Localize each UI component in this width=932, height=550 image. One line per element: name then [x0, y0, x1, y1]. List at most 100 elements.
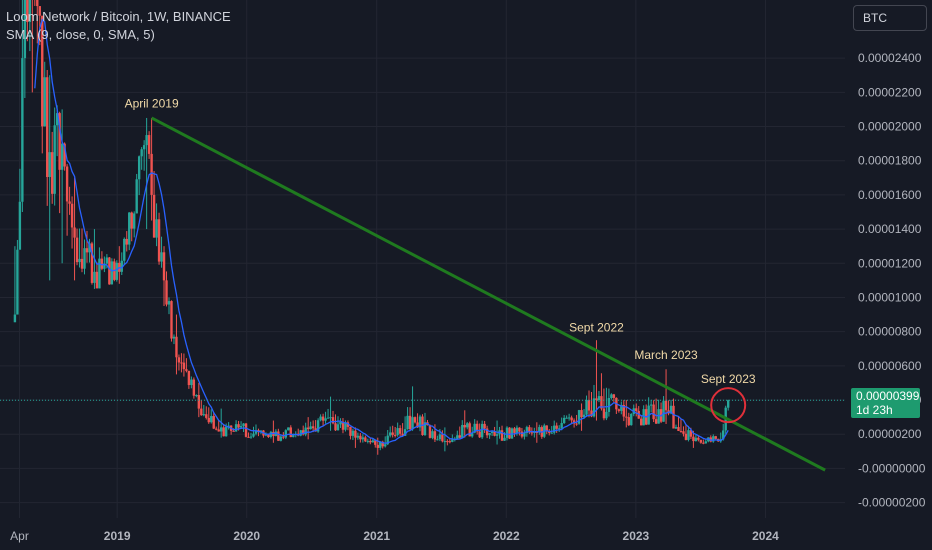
candle-body	[207, 417, 210, 423]
x-tick-label: Apr	[10, 529, 29, 543]
candle-body	[580, 410, 583, 418]
candle-body	[324, 418, 327, 421]
candle-body	[252, 433, 255, 437]
candle-body	[508, 427, 511, 439]
candle-body	[463, 424, 466, 428]
candle-body	[147, 135, 151, 154]
candle-body	[133, 213, 136, 229]
candle-body	[401, 433, 404, 436]
candle-body	[381, 441, 384, 447]
candle-body	[374, 440, 377, 445]
candle-body	[441, 434, 444, 442]
x-tick-label: 2020	[233, 529, 260, 543]
candle-body	[46, 77, 49, 177]
candle-body	[287, 427, 290, 431]
candle-body	[309, 426, 312, 430]
candle-body	[557, 428, 561, 430]
candle-body	[475, 423, 479, 432]
candle-body	[140, 149, 143, 157]
y-tick-label: 0.00001400	[858, 222, 922, 236]
candle-body	[73, 227, 76, 238]
candle-body	[398, 428, 402, 434]
y-tick-label: 0.00001600	[858, 188, 922, 202]
candle-body	[433, 431, 437, 440]
candle-body	[346, 422, 350, 427]
candle-body	[93, 271, 96, 283]
candle-body	[284, 430, 288, 438]
candle-body	[684, 433, 688, 440]
y-tick-label: 0.00002200	[858, 85, 922, 99]
candle-body	[560, 423, 563, 429]
candle-body	[500, 430, 504, 441]
price-axis[interactable]: 0.00002400 0.00002200 0.00002000 0.00001800…	[858, 51, 926, 509]
candle-body	[625, 416, 628, 418]
candle-body	[21, 58, 24, 202]
candle-body	[329, 417, 332, 419]
y-tick-label: -0.00000000	[858, 461, 926, 475]
candle-body	[190, 379, 193, 386]
candle-body	[403, 429, 407, 436]
candle-body	[704, 441, 708, 444]
sma-indicator-label[interactable]: SMA (9, close, 0, SMA, 5)	[6, 27, 155, 42]
candle-body	[687, 430, 690, 440]
candle-body	[582, 414, 586, 418]
candle-body	[702, 442, 705, 444]
candle-body	[605, 411, 608, 419]
candle-body	[413, 417, 417, 423]
candle-body	[431, 431, 434, 438]
candle-body	[349, 426, 352, 436]
candle-body	[277, 431, 280, 441]
currency-button[interactable]: BTC	[853, 5, 927, 31]
candle-body	[595, 398, 598, 401]
candle-body	[90, 243, 94, 283]
candle-body	[70, 203, 74, 228]
candle-body	[513, 428, 516, 433]
candle-body	[222, 427, 225, 437]
candle-body	[642, 409, 645, 426]
candle-body	[200, 408, 203, 416]
candle-body	[269, 431, 273, 437]
candle-body	[55, 113, 59, 126]
time-axis[interactable]: Apr 2019 2020 2021 2022 2023 2024	[10, 529, 779, 543]
candle-body	[341, 421, 345, 430]
candle-body	[662, 400, 665, 422]
candle-body	[408, 415, 412, 430]
y-tick-label: -0.00000200	[858, 496, 926, 510]
candle-body	[38, 6, 41, 16]
candle-body	[379, 441, 382, 448]
trendline[interactable]	[150, 116, 826, 472]
y-tick-label: 0.00000200	[858, 427, 922, 441]
candle-body	[13, 314, 17, 323]
candle-body	[515, 427, 519, 433]
candle-body	[480, 423, 484, 438]
candle-body	[80, 258, 84, 269]
annotation-label: March 2023	[634, 348, 698, 362]
candle-body	[361, 437, 365, 440]
candle-body	[652, 404, 655, 420]
candle-body	[587, 400, 591, 411]
candle-body	[533, 431, 536, 433]
candle-body	[423, 422, 427, 436]
candle-body	[202, 414, 205, 416]
highlight-circle[interactable]	[710, 387, 747, 424]
candle-body	[607, 398, 611, 412]
candle-body	[364, 437, 367, 442]
candle-body	[677, 427, 680, 431]
candle-body	[635, 408, 638, 411]
candle-body	[471, 432, 474, 437]
candle-body	[100, 258, 104, 269]
candle-body	[192, 379, 196, 396]
y-tick-label: 0.00000600	[858, 359, 922, 373]
candle-body	[384, 444, 387, 447]
candle-body	[610, 394, 613, 399]
candle-body	[461, 424, 464, 438]
candle-body	[170, 301, 173, 339]
symbol-title[interactable]: Loom Network / Bitcoin, 1W, BINANCE	[6, 9, 231, 24]
candle-body	[590, 410, 593, 417]
candle-body	[523, 432, 526, 437]
candle-body	[137, 156, 141, 180]
candle-body	[28, 0, 32, 23]
candle-body	[722, 430, 725, 440]
candle-body	[247, 436, 250, 438]
